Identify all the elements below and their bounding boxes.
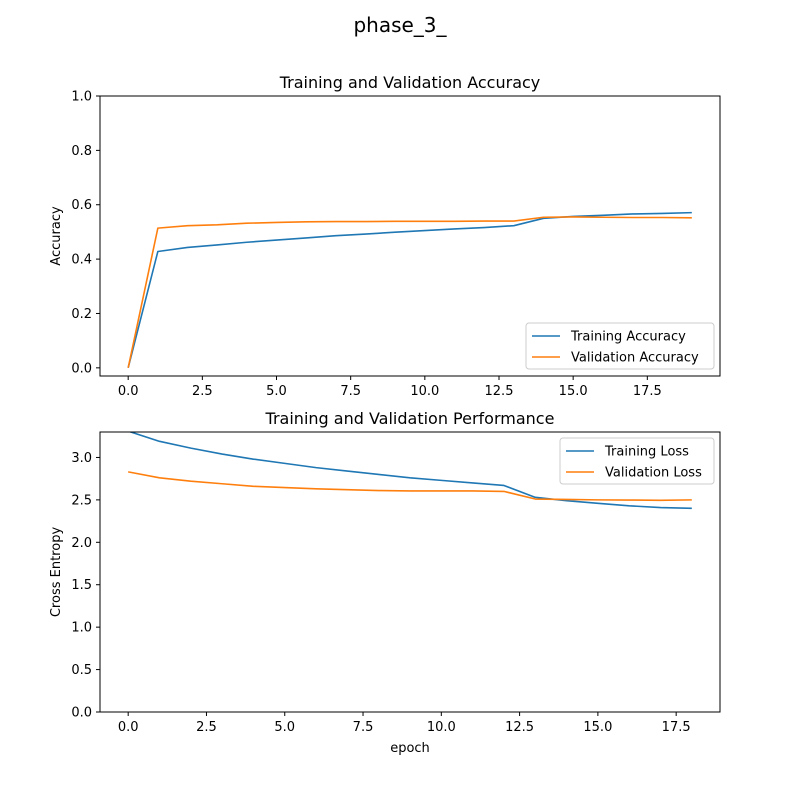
x-tick-label: 10.0 — [410, 384, 439, 399]
subplot-title: Training and Validation Performance — [265, 409, 555, 428]
figure-title: phase_3_ — [353, 13, 447, 37]
x-tick-label: 0.0 — [118, 720, 139, 735]
x-tick-label: 15.0 — [559, 384, 588, 399]
subplot-2: Training and Validation Performance 0.0 2.… — [49, 409, 721, 756]
y-tick-label: 1.0 — [71, 621, 92, 636]
legend-box — [525, 322, 715, 370]
y-tick-label: 3.0 — [71, 451, 92, 466]
y-tick-label: 0.0 — [71, 361, 92, 376]
series-line-1 — [128, 432, 692, 510]
subplot-1: Training and Validation Accuracy 0.0 2.5 5.… — [49, 73, 721, 399]
y-tick-label: 0.6 — [71, 198, 92, 213]
y-tick-label: 0.2 — [71, 307, 92, 322]
x-tick-label: 5.0 — [274, 720, 295, 735]
axes-frame — [99, 95, 721, 377]
legend-label: Training Loss — [604, 445, 689, 460]
y-tick-label: 0.4 — [71, 253, 92, 268]
y-axis-label: Accuracy — [49, 206, 64, 266]
y-axis-label: Cross Entropy — [49, 527, 64, 618]
x-tick-label: 2.5 — [192, 384, 213, 399]
y-tick-label: 0.0 — [71, 706, 92, 721]
x-axis-label: epoch — [390, 741, 430, 756]
x-tick-label: 17.5 — [662, 720, 691, 735]
y-tick-label: 1.5 — [71, 578, 92, 593]
y-tick-label: 2.0 — [71, 536, 92, 551]
y-tick-label: 0.8 — [71, 144, 92, 159]
series-line-1 — [127, 211, 692, 369]
x-tick-label: 7.5 — [340, 384, 361, 399]
x-tick-label: 2.5 — [196, 720, 217, 735]
x-tick-label: 12.5 — [485, 384, 514, 399]
y-tick-label: 1.0 — [71, 90, 92, 105]
x-tick-label: 15.0 — [583, 720, 612, 735]
x-tick-label: 17.5 — [633, 384, 662, 399]
axes-frame — [99, 431, 721, 713]
x-tick-label: 5.0 — [266, 384, 287, 399]
y-tick-label: 2.5 — [71, 493, 92, 508]
plots-container: Training and Validation Accuracy 0.0 2.5 5.… — [49, 73, 721, 756]
legend: Training Loss Validation Loss — [559, 437, 715, 485]
legend-label: Validation Loss — [605, 466, 702, 481]
y-tick-label: 0.5 — [71, 663, 92, 678]
legend-box — [559, 437, 715, 485]
x-tick-label: 7.5 — [353, 720, 374, 735]
subplot-title: Training and Validation Accuracy — [279, 73, 541, 92]
x-tick-label: 10.0 — [427, 720, 456, 735]
x-tick-label: 12.5 — [505, 720, 534, 735]
legend: Training Accuracy Validation Accuracy — [525, 322, 715, 370]
legend-label: Validation Accuracy — [571, 351, 699, 366]
series-line-2 — [127, 216, 692, 369]
legend-label: Training Accuracy — [570, 330, 686, 345]
series-line-2 — [128, 471, 692, 502]
x-tick-label: 0.0 — [118, 384, 139, 399]
